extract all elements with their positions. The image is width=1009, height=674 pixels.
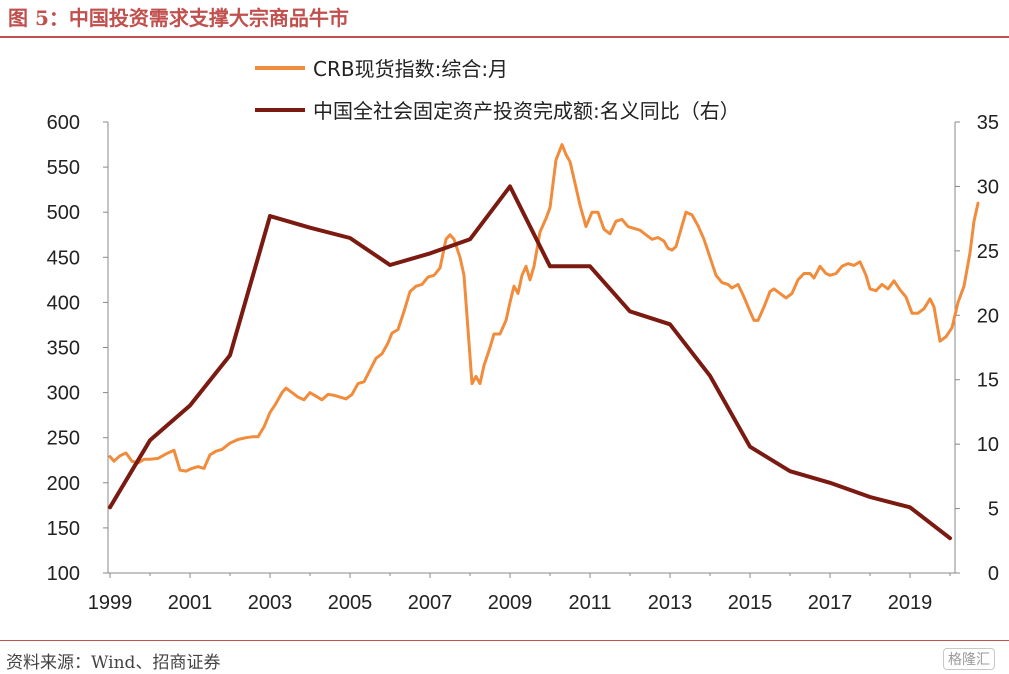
x-tick-label: 2005 (328, 592, 373, 614)
axes (103, 121, 960, 578)
series-lines (108, 143, 980, 541)
series-line-fai (108, 184, 952, 541)
x-tick-label: 2003 (248, 592, 293, 614)
left-y-tick-label: 150 (47, 518, 80, 540)
right-y-tick-label: 5 (988, 499, 999, 521)
left-y-tick-label: 400 (47, 292, 80, 314)
right-y-tick-label: 25 (977, 241, 999, 263)
left-y-tick-label: 600 (47, 112, 80, 134)
right-y-tick-label: 20 (977, 305, 999, 327)
source-divider (0, 640, 1009, 641)
x-tick-labels: 1999 2001 2003 2005 2007 2009 2011 2013 2015 2017… (88, 592, 933, 614)
x-tick-label: 2001 (168, 592, 213, 614)
x-tick-label: 2015 (728, 592, 773, 614)
x-tick-label: 1999 (88, 592, 133, 614)
left-y-tick-label: 200 (47, 473, 80, 495)
x-tick-label: 2019 (888, 592, 933, 614)
left-y-tick-label: 500 (47, 202, 80, 224)
left-y-tick-labels: 600 550 500 450 400 350 300 250 200 150 100 (47, 112, 80, 585)
legend-label-crb: CRB现货指数:综合:月 (313, 57, 508, 81)
legend: CRB现货指数:综合:月 中国全社会固定资产投资完成额:名义同比（右） (255, 57, 740, 123)
watermark-logo: 格隆汇 (943, 648, 995, 670)
x-tick-label: 2013 (648, 592, 693, 614)
legend-label-fai: 中国全社会固定资产投资完成额:名义同比（右） (313, 99, 740, 123)
series-line-crb (108, 143, 980, 473)
left-y-tick-label: 450 (47, 247, 80, 269)
right-y-tick-label: 35 (977, 112, 999, 134)
left-y-tick-label: 100 (47, 563, 80, 585)
left-y-tick-label: 550 (47, 157, 80, 179)
right-y-tick-label: 15 (977, 370, 999, 392)
chart-title: 图 5：中国投资需求支撑大宗商品牛市 (8, 6, 349, 30)
right-y-tick-label: 30 (977, 176, 999, 198)
x-tick-label: 2007 (408, 592, 453, 614)
left-y-tick-label: 350 (47, 338, 80, 360)
x-tick-label: 2009 (488, 592, 533, 614)
right-y-tick-labels: 35 30 25 20 15 10 5 0 (977, 112, 999, 585)
title-divider (0, 36, 1009, 38)
x-tick-label: 2011 (568, 592, 611, 614)
x-tick-label: 2017 (808, 592, 853, 614)
left-y-tick-label: 300 (47, 383, 80, 405)
left-y-tick-label: 250 (47, 428, 80, 450)
right-y-tick-label: 10 (977, 434, 999, 456)
right-y-tick-label: 0 (988, 563, 999, 585)
source-note: 资料来源：Wind、招商证券 (6, 653, 221, 673)
